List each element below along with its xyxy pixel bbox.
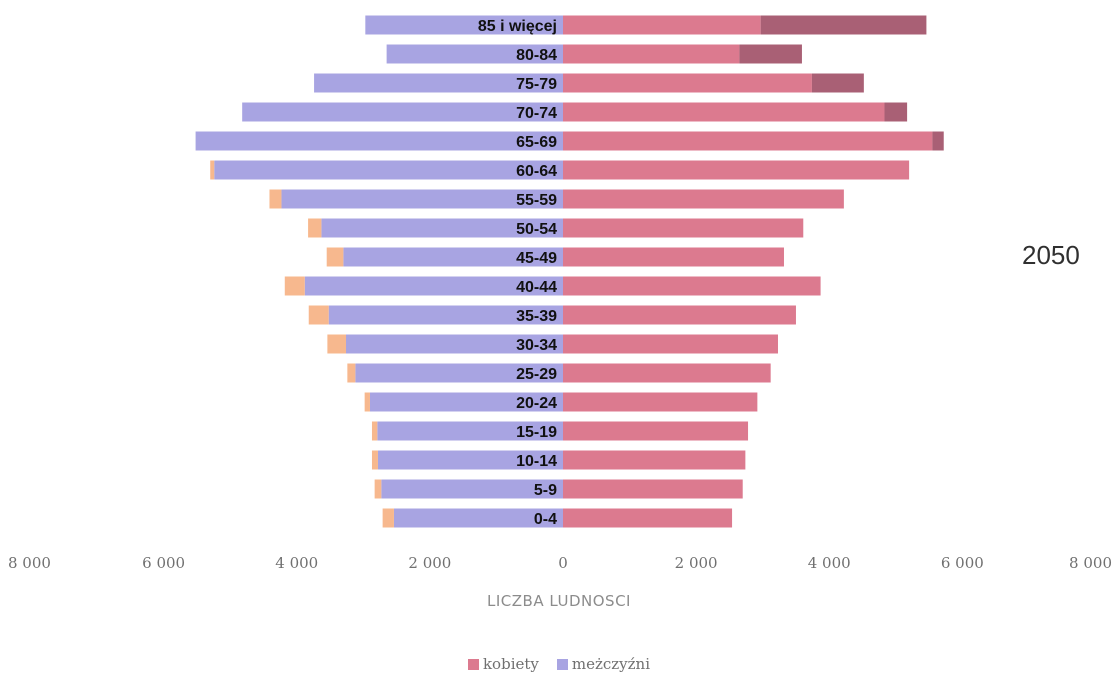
x-tick-label: 4 000 [275,554,318,572]
bar-male [281,189,563,209]
bar-male-extra [308,218,322,238]
x-tick-label: 6 000 [941,554,984,572]
category-label: 60-64 [516,163,557,180]
bar-male-extra [364,392,370,412]
x-axis-title: LICZBA LUDNOSCI [487,592,631,610]
x-tick-label: 8 000 [1069,554,1112,572]
category-label: 55-59 [516,192,557,209]
bar-female [563,131,933,151]
bars-layer [195,15,944,528]
category-label: 40-44 [516,279,557,296]
bar-female [563,334,778,354]
category-label: 45-49 [516,250,557,267]
bar-male-extra [382,508,394,528]
year-label: 2050 [1022,240,1080,270]
legend-label-kobiety: kobiety [482,655,539,673]
category-label: 25-29 [516,366,557,383]
category-label: 85 i więcej [478,18,557,35]
category-label: 75-79 [516,76,557,93]
bar-male [304,276,563,296]
bar-female-extra [811,73,864,93]
bar-female [563,189,844,209]
bar-male [365,15,563,35]
bar-male [386,44,563,64]
bar-male-extra [210,160,215,180]
legend: kobiety meżczyźni [0,655,1118,673]
bar-male [214,160,564,180]
bar-male [377,450,563,470]
category-label: 50-54 [516,221,557,238]
category-label: 5-9 [534,482,557,499]
bar-female [563,218,804,238]
bar-female [563,247,784,267]
category-label: 15-19 [516,424,557,441]
bar-male-extra [327,334,347,354]
bar-male [393,508,563,528]
x-tick-label: 2 000 [408,554,451,572]
bar-male [369,392,563,412]
bar-female-extra [760,15,927,35]
category-label: 80-84 [516,47,557,64]
category-label: 65-69 [516,134,557,151]
bar-male [195,131,563,151]
bar-male [355,363,563,383]
category-label: 30-34 [516,337,557,354]
bar-female [563,479,743,499]
x-tick-labels-layer: 8 000 6 000 4 000 2 000 0 2 000 4 000 6 000 8 00… [8,554,1112,572]
x-tick-label: 0 [558,554,568,572]
x-tick-label: 4 000 [808,554,851,572]
bar-female [563,305,796,325]
bar-male-extra [326,247,344,267]
bar-male-extra [371,450,378,470]
category-label: 10-14 [516,453,557,470]
legend-item-mezczyzni: meżczyźni [556,655,651,673]
bar-male [381,479,563,499]
bar-female [563,160,910,180]
bar-male [346,334,563,354]
x-tick-label: 6 000 [142,554,185,572]
bar-female-extra [932,131,944,151]
category-label: 0-4 [534,511,557,528]
bar-male [377,421,563,441]
category-label: 35-39 [516,308,557,325]
bar-female [563,73,812,93]
bar-male [328,305,563,325]
bar-female [563,508,733,528]
legend-swatch-kobiety [467,658,479,670]
bar-female [563,15,761,35]
bar-male-extra [347,363,356,383]
bar-female [563,421,749,441]
bar-female-extra [739,44,802,64]
bar-male-extra [284,276,305,296]
bar-male-extra [374,479,382,499]
bar-male-extra [371,421,378,441]
bar-female [563,450,746,470]
category-labels-layer: 0-4 5-9 10-14 15-19 20-24 25-29 30-34 35-39 40-4… [478,18,557,528]
category-label: 70-74 [516,105,557,122]
bar-male [321,218,563,238]
legend-label-mezczyzni: meżczyźni [571,655,651,673]
bar-female [563,44,740,64]
category-label: 20-24 [516,395,557,412]
bar-male-extra [269,189,282,209]
bar-female [563,276,821,296]
bar-male [242,102,563,122]
bar-female [563,392,758,412]
bar-female-extra [884,102,908,122]
bar-male [343,247,563,267]
bar-male [314,73,563,93]
bar-male-extra [308,305,329,325]
legend-swatch-mezczyzni [556,658,568,670]
bar-female [563,363,771,383]
legend-item-kobiety: kobiety [467,655,539,673]
x-tick-label: 2 000 [675,554,718,572]
x-tick-label: 8 000 [8,554,51,572]
bar-female [563,102,885,122]
